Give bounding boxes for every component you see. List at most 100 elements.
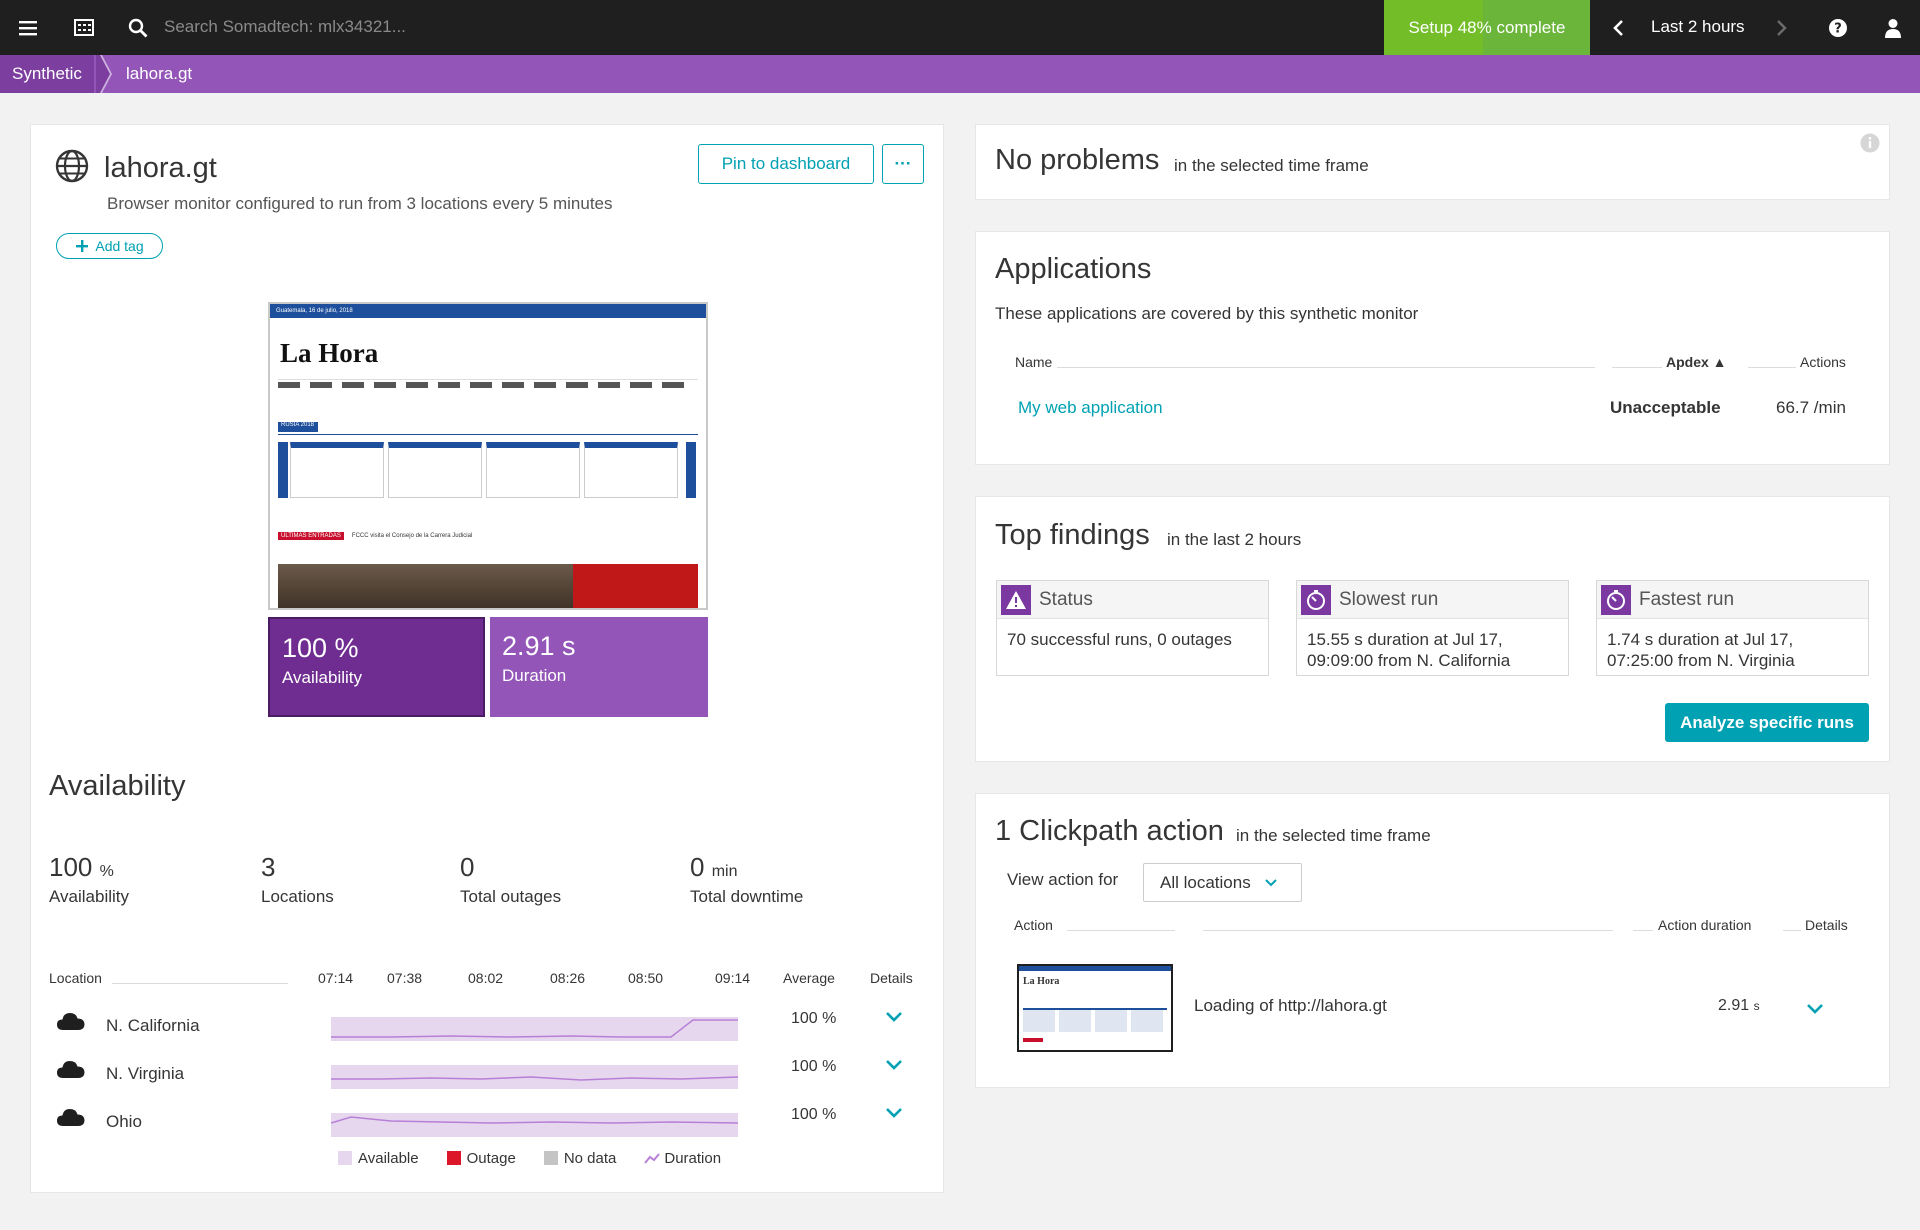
- timeframe-selector[interactable]: Last 2 hours: [1651, 17, 1745, 36]
- breadcrumb-current[interactable]: lahora.gt: [126, 55, 192, 93]
- legend-no-data[interactable]: No data: [543, 1150, 616, 1167]
- time-tick: 08:02: [468, 970, 504, 986]
- action-thumbnail[interactable]: La Hora: [1017, 964, 1173, 1052]
- location-select-value: All locations: [1160, 872, 1251, 892]
- apdex-column-header[interactable]: Apdex ▲: [1666, 354, 1727, 370]
- monitor-title: lahora.gt: [104, 152, 217, 184]
- duration-kpi[interactable]: 2.91 s Duration: [490, 617, 708, 717]
- applications-title: Applications: [995, 253, 1152, 285]
- dashboard-icon[interactable]: [68, 0, 100, 55]
- cloud-icon: [57, 1011, 85, 1035]
- setup-progress-button[interactable]: Setup 48% complete: [1384, 0, 1590, 55]
- location-select[interactable]: All locations: [1143, 863, 1302, 902]
- thumb-match-card: [486, 442, 580, 498]
- expand-chevron-icon[interactable]: [885, 1008, 903, 1027]
- stat-unit: %: [99, 863, 114, 880]
- availability-sparkline[interactable]: [331, 1017, 738, 1041]
- stat-total-downtime: 0 min Total downtime: [690, 852, 803, 907]
- time-tick: 08:26: [550, 970, 586, 986]
- availability-kpi[interactable]: 100 % Availability: [268, 617, 485, 717]
- legend-available[interactable]: Available: [338, 1150, 419, 1167]
- legend-outage[interactable]: Outage: [446, 1150, 516, 1167]
- stat-unit: min: [711, 863, 738, 880]
- legend-label: Duration: [664, 1150, 722, 1167]
- add-tag-label: Add tag: [95, 238, 144, 254]
- globe-icon: [55, 149, 89, 187]
- hamburger-icon[interactable]: [12, 0, 44, 55]
- stat-label: Availability: [49, 887, 130, 906]
- finding-title: Slowest run: [1339, 588, 1439, 610]
- add-tag-button[interactable]: Add tag: [56, 233, 163, 259]
- action-duration-value: 2.91: [1718, 997, 1750, 1014]
- thumb-news-text: FCCC visita el Consejo de la Carrera Jud…: [351, 533, 473, 539]
- svg-text:?: ?: [1834, 21, 1842, 36]
- thumb-match-card: [290, 442, 384, 498]
- expand-chevron-icon[interactable]: [885, 1056, 903, 1075]
- help-icon[interactable]: ?: [1824, 0, 1852, 55]
- stat-label: Locations: [261, 887, 334, 906]
- availability-sparkline[interactable]: [331, 1065, 739, 1089]
- availability-title: Availability: [49, 770, 186, 802]
- finding-title: Fastest run: [1639, 588, 1735, 610]
- problems-title: No problems: [995, 144, 1160, 176]
- expand-chevron-icon[interactable]: [885, 1104, 903, 1123]
- kpi-value: 100 %: [282, 633, 359, 663]
- view-action-label: View action for: [1007, 870, 1119, 889]
- analyze-runs-button[interactable]: Analyze specific runs: [1665, 703, 1869, 742]
- chevron-left-icon[interactable]: [1604, 0, 1632, 55]
- application-link[interactable]: My web application: [1018, 398, 1163, 417]
- monitor-screenshot[interactable]: Guatemala, 16 de julio, 2018 La Hora RUS…: [268, 302, 708, 610]
- thumb-news-tag: [1023, 1038, 1043, 1042]
- more-options-button[interactable]: ···: [882, 144, 924, 184]
- kpi-value: 2.91 s: [502, 631, 576, 661]
- header-rule: [1783, 930, 1801, 931]
- search-icon[interactable]: [124, 0, 152, 55]
- finding-text: 1.74 s duration at Jul 17, 07:25:00 from…: [1607, 630, 1795, 670]
- thumb-news: ULTIMAS ENTRADAS FCCC visita el Consejo …: [278, 532, 472, 540]
- thumb-topbar: Guatemala, 16 de julio, 2018: [270, 304, 706, 318]
- average-column-header: Average: [783, 970, 835, 986]
- breadcrumb-synthetic[interactable]: Synthetic: [0, 55, 94, 93]
- thumb-rule-blue: [278, 434, 698, 435]
- chart-legend: Available Outage No data Duration: [338, 1150, 721, 1167]
- thumb-arrow-left: [278, 442, 288, 498]
- legend-label: Available: [358, 1150, 419, 1167]
- time-tick: 08:50: [628, 970, 664, 986]
- availability-sparkline[interactable]: [330, 1113, 739, 1137]
- kpi-label: Duration: [502, 666, 567, 685]
- clickpath-title: 1 Clickpath action: [995, 815, 1224, 847]
- chevron-down-icon: [1265, 878, 1277, 886]
- finding-title: Status: [1039, 588, 1093, 610]
- expand-chevron-icon[interactable]: [1806, 1000, 1824, 1019]
- name-column-header: Name: [1015, 354, 1053, 370]
- thumb-logo: La Hora: [280, 338, 379, 368]
- pin-to-dashboard-button[interactable]: Pin to dashboard: [698, 144, 874, 184]
- stat-locations: 3 Locations: [261, 852, 334, 907]
- header-rule: [1612, 367, 1662, 368]
- problems-card: [975, 124, 1890, 200]
- location-name: N. Virginia: [106, 1064, 185, 1083]
- setup-progress-fill: [1384, 0, 1483, 55]
- finding-slowest-run[interactable]: Slowest run 15.55 s duration at Jul 17, …: [1296, 580, 1569, 676]
- plus-icon: [76, 240, 89, 252]
- applications-description: These applications are covered by this s…: [995, 304, 1419, 323]
- thumb-arrow-right: [686, 442, 696, 498]
- chevron-right-icon[interactable]: [1768, 0, 1796, 55]
- header-rule: [1633, 930, 1653, 931]
- finding-status[interactable]: Status 70 successful runs, 0 outages: [996, 580, 1269, 676]
- time-tick: 07:38: [387, 970, 423, 986]
- stat-label: Total outages: [460, 887, 562, 906]
- finding-text: 70 successful runs, 0 outages: [1007, 630, 1232, 649]
- stat-total-outages: 0 Total outages: [460, 852, 561, 907]
- info-icon[interactable]: [1860, 133, 1880, 157]
- stat-value: 100: [49, 852, 93, 882]
- legend-duration[interactable]: Duration: [644, 1150, 721, 1167]
- user-icon[interactable]: [1878, 0, 1908, 55]
- header-rule: [1203, 930, 1613, 931]
- applications-card: [975, 231, 1890, 465]
- thumb-logo: La Hora: [1023, 976, 1060, 987]
- finding-fastest-run[interactable]: Fastest run 1.74 s duration at Jul 17, 0…: [1596, 580, 1869, 676]
- search-input[interactable]: Search Somadtech: mlx34321...: [164, 17, 406, 36]
- top-bar: Search Somadtech: mlx34321... Setup 48% …: [0, 0, 1920, 55]
- legend-swatch: [338, 1151, 352, 1165]
